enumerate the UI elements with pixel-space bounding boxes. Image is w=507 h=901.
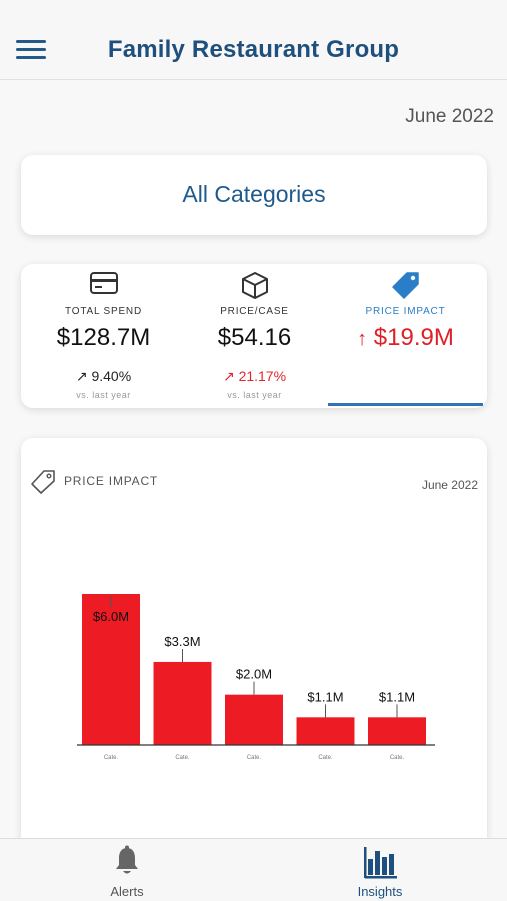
arrow-up-icon: ↑ xyxy=(357,328,368,350)
metric-change-value: 21.17% xyxy=(238,368,287,384)
metric-subtext: vs. last year xyxy=(227,390,282,400)
category-label: All Categories xyxy=(182,181,326,207)
price-tag-icon xyxy=(29,468,57,499)
hamburger-menu-icon[interactable] xyxy=(16,40,46,62)
data-label: $3.3M xyxy=(164,634,200,649)
metric-total-spend[interactable]: TOTAL SPEND $128.7M ↗ 9.40% vs. last yea… xyxy=(26,264,181,408)
credit-card-icon xyxy=(26,270,181,300)
chart-bar[interactable] xyxy=(153,661,212,745)
category-tick-label: Cate. xyxy=(318,755,333,761)
category-tick-label: Cate. xyxy=(247,755,262,761)
metric-label: TOTAL SPEND xyxy=(65,306,142,317)
category-selector[interactable]: All Categories xyxy=(21,155,487,235)
metric-change-value: 9.40% xyxy=(91,368,132,384)
metric-label: PRICE/CASE xyxy=(220,306,289,317)
trend-up-icon: ↗ xyxy=(75,368,88,384)
price-impact-bar-chart: $6.0M Cate. $3.3M Cate. $2.0M Cate. $1.1M Cate.… xyxy=(77,594,435,761)
metric-value: $128.7M xyxy=(56,324,151,351)
metrics-card: TOTAL SPEND $128.7M ↗ 9.40% vs. last yea… xyxy=(21,264,487,408)
data-label: $1.1M xyxy=(307,689,343,704)
tab-insights[interactable]: Insights xyxy=(290,839,470,901)
category-tick-label: Cate. xyxy=(175,755,190,761)
chart-bar[interactable] xyxy=(368,717,426,745)
navigation-bar: Family Restaurant Group xyxy=(0,22,507,80)
category-tick-label: Cate. xyxy=(390,755,405,761)
period-label: June 2022 xyxy=(405,106,494,127)
main-content[interactable]: June 2022 All Categories TOTAL SPEND $12… xyxy=(0,80,507,858)
selected-indicator xyxy=(328,403,483,406)
page-title: Family Restaurant Group xyxy=(107,36,400,63)
data-label: $6.0M xyxy=(93,609,129,624)
data-label: $1.1M xyxy=(379,689,415,704)
trend-up-icon: ↗ xyxy=(222,368,235,384)
metric-change: ↗ 9.40% xyxy=(26,368,181,385)
metric-value: $54.16 xyxy=(217,324,292,351)
data-label: $2.0M xyxy=(236,667,272,682)
chart-bar[interactable] xyxy=(225,694,283,745)
metric-label: PRICE IMPACT xyxy=(365,306,446,317)
tab-label: Insights xyxy=(357,884,403,899)
tab-bar: Alerts Insights xyxy=(0,838,507,901)
chart-bar[interactable] xyxy=(296,717,355,745)
chart-card: PRICE IMPACT June 2022 $6.0M Cate. $3.3M Ca… xyxy=(21,438,487,858)
chart-title: PRICE IMPACT xyxy=(64,474,159,488)
price-tag-icon xyxy=(328,270,483,300)
metric-change: ↗ 21.17% xyxy=(177,368,332,385)
metric-value: ↑ $19.9M xyxy=(328,324,483,352)
chart-date: June 2022 xyxy=(421,478,478,492)
metric-subtext: vs. last year xyxy=(76,390,131,400)
category-tick-label: Cate. xyxy=(104,755,119,761)
chart-bar[interactable] xyxy=(82,594,140,745)
tab-alerts[interactable]: Alerts xyxy=(37,839,217,901)
metric-price-per-case[interactable]: PRICE/CASE $54.16 ↗ 21.17% vs. last year xyxy=(177,264,332,408)
status-bar xyxy=(0,0,507,22)
metric-value-text: $19.9M xyxy=(373,324,454,351)
tab-label: Alerts xyxy=(110,884,144,899)
bar-chart-icon xyxy=(290,845,470,881)
box-icon xyxy=(177,270,332,300)
metric-price-impact[interactable]: PRICE IMPACT ↑ $19.9M xyxy=(328,264,483,408)
bell-icon xyxy=(37,845,217,877)
